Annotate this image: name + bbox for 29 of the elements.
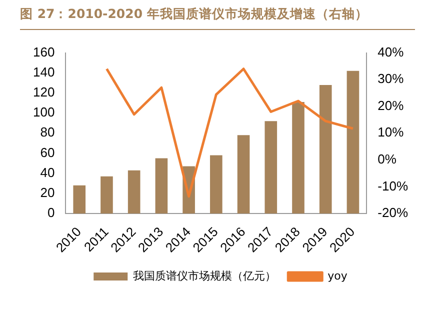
y2-tick-label: 0% xyxy=(378,152,397,167)
bar xyxy=(155,158,168,214)
bar xyxy=(210,155,222,214)
bar xyxy=(292,102,304,214)
y2-tick-label: 30% xyxy=(378,71,404,86)
y-tick-label: 60 xyxy=(40,144,55,160)
y-tick-label: 40 xyxy=(40,164,55,180)
bar xyxy=(346,70,360,214)
y2-tick-label: -10% xyxy=(378,178,408,194)
bar xyxy=(237,135,250,214)
bar xyxy=(73,185,86,214)
bar xyxy=(128,170,140,214)
y2-tick-label: -20% xyxy=(378,205,408,220)
y-tick-label: 140 xyxy=(32,64,55,80)
legend-label: 我国质谱仪市场规模（亿元） xyxy=(133,269,276,282)
chart-title: 图 27：2010-2020 年我国质谱仪市场规模及增速（右轴） xyxy=(20,6,415,30)
y2-tick-label: 20% xyxy=(378,98,404,113)
y-tick-label: 20 xyxy=(40,185,55,200)
y-tick-label: 100 xyxy=(32,104,55,120)
bar xyxy=(319,84,332,214)
y2-tick-label: 40% xyxy=(378,44,404,60)
y-tick-label: 0 xyxy=(47,205,55,220)
bar xyxy=(264,121,278,214)
bar xyxy=(100,176,113,214)
y-tick-label: 120 xyxy=(32,84,55,100)
y2-tick-label: 10% xyxy=(378,124,404,140)
y-tick-label: 160 xyxy=(32,44,55,60)
y-tick-label: 80 xyxy=(40,124,55,140)
legend-label: yoy xyxy=(328,269,348,282)
